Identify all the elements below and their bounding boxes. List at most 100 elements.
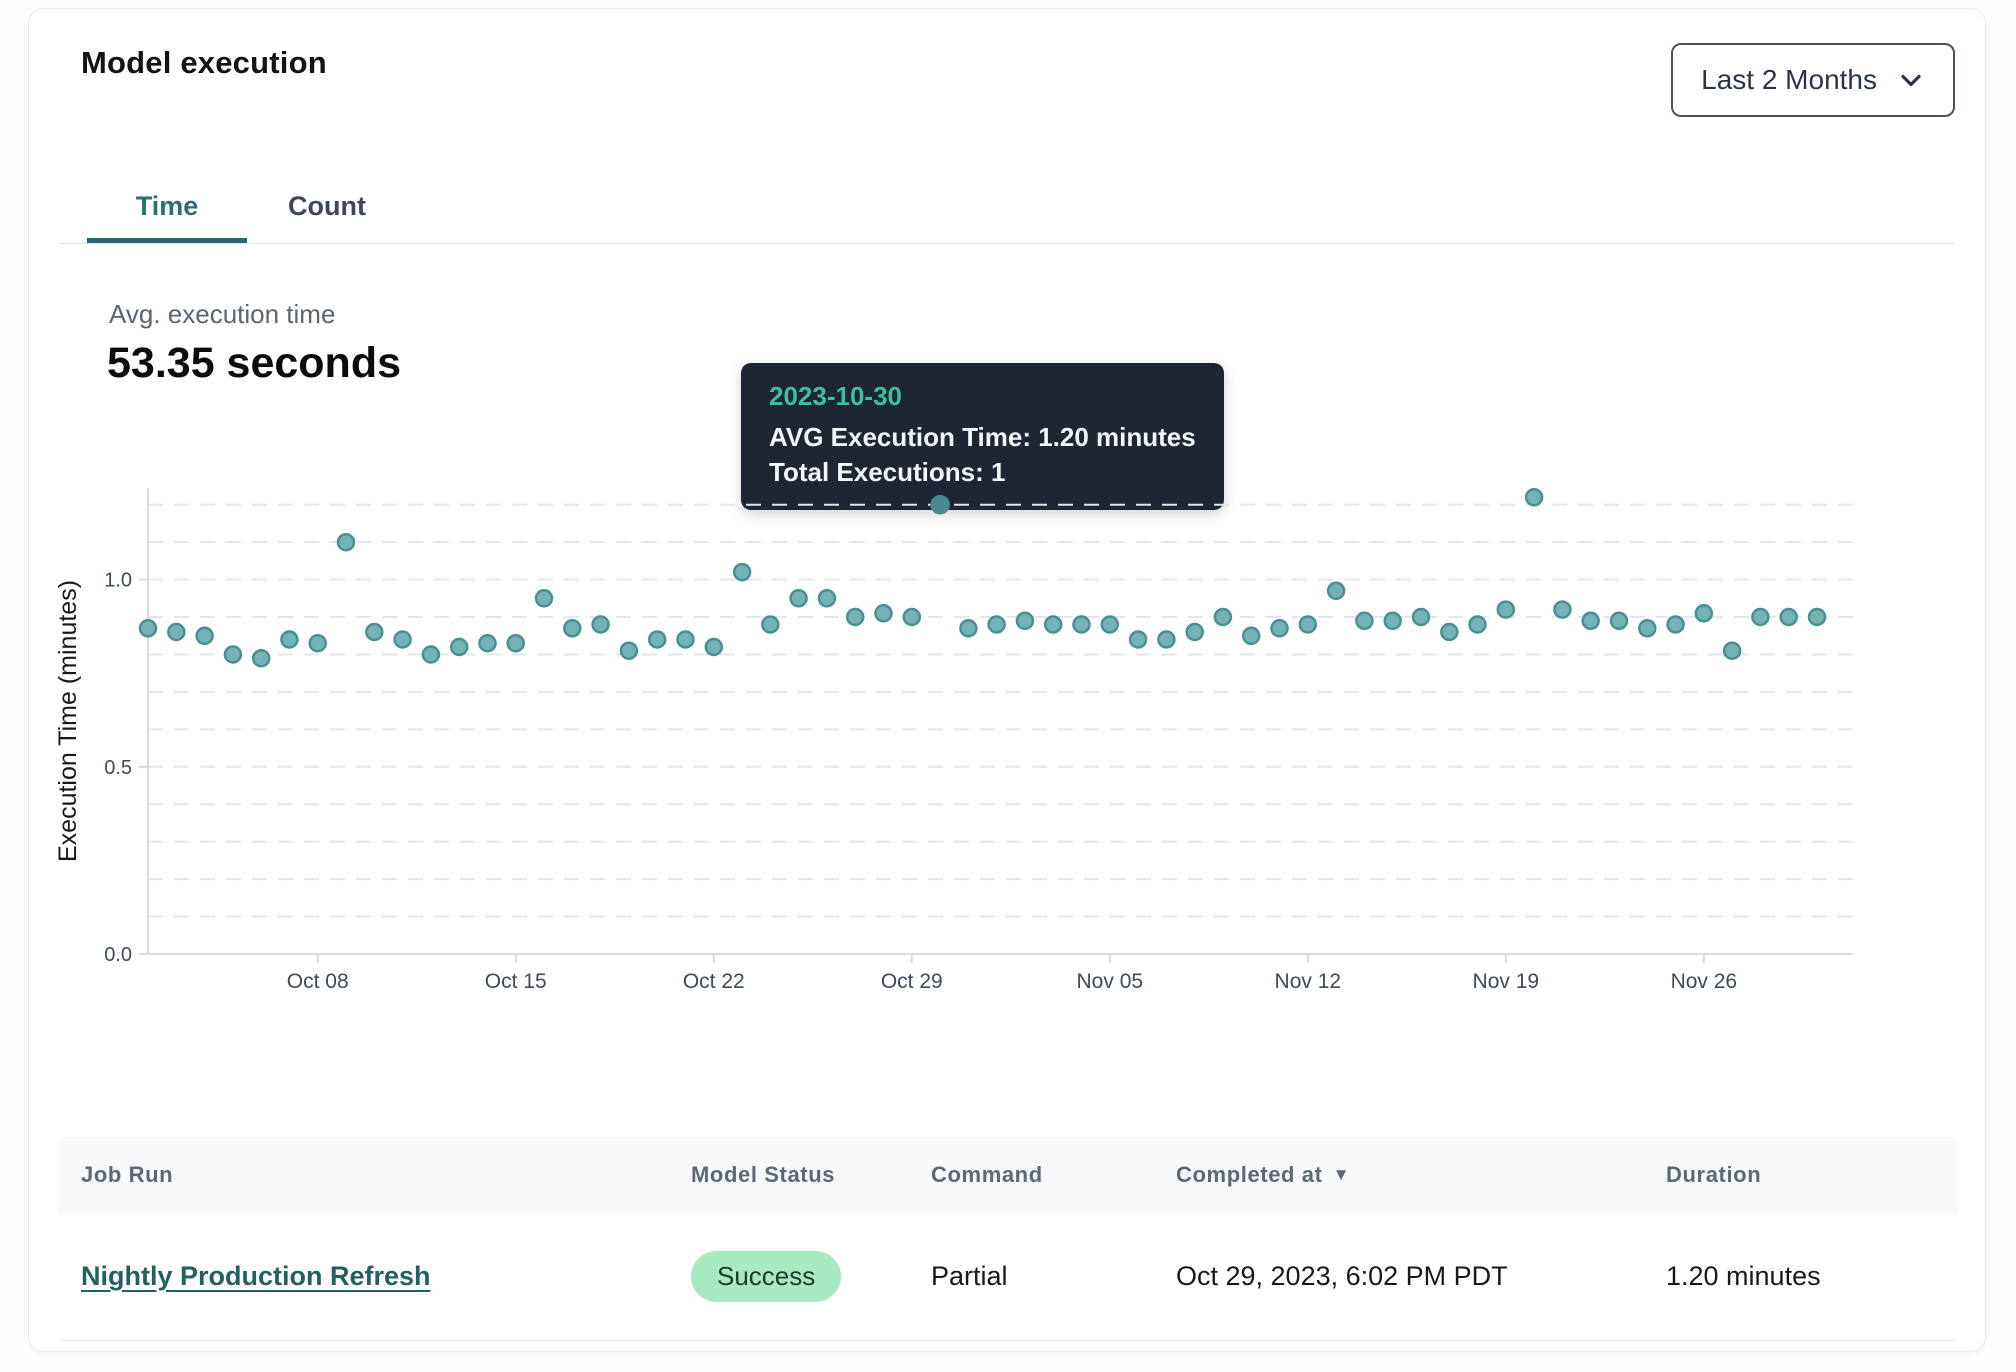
data-point[interactable] [1440, 622, 1459, 642]
data-point[interactable] [676, 630, 695, 649]
data-point[interactable] [1609, 611, 1629, 631]
data-point[interactable] [534, 589, 554, 608]
data-point[interactable] [1241, 626, 1261, 646]
page-title: Model execution [81, 45, 327, 80]
data-point[interactable] [789, 589, 808, 608]
status-badge: Success [691, 1251, 842, 1302]
data-point[interactable] [987, 615, 1006, 634]
table-header-row: Job Run Model Status Command Completed a… [59, 1137, 1957, 1213]
tab-time[interactable]: Time [87, 151, 247, 243]
data-point[interactable] [1524, 487, 1544, 507]
data-point[interactable] [1807, 607, 1827, 627]
data-point[interactable] [874, 604, 893, 623]
data-point[interactable] [1355, 611, 1374, 631]
data-point[interactable] [1411, 607, 1431, 627]
duration-cell: 1.20 minutes [1666, 1261, 1821, 1291]
data-point[interactable] [421, 645, 441, 664]
data-point[interactable] [365, 622, 384, 642]
data-point[interactable] [563, 619, 582, 638]
date-range-label: Last 2 Months [1701, 64, 1877, 95]
column-header-job-run[interactable]: Job Run [81, 1162, 174, 1187]
chart-tabs: Time Count [59, 151, 1955, 244]
x-tick-label: Oct 22 [683, 970, 745, 993]
table-row: Nightly Production Refresh Success Parti… [59, 1213, 1957, 1341]
data-point[interactable] [1015, 611, 1035, 631]
data-point[interactable] [1326, 581, 1346, 601]
data-point[interactable] [506, 633, 525, 653]
data-point[interactable] [1213, 607, 1233, 627]
tooltip-avg-execution-time: AVG Execution Time: 1.20 minutes [769, 422, 1196, 452]
completed-at-cell: Oct 29, 2023, 6:02 PM PDT [1176, 1261, 1508, 1291]
data-point[interactable] [647, 630, 667, 649]
data-point-selected[interactable] [930, 494, 950, 515]
job-run-link[interactable]: Nightly Production Refresh [81, 1261, 431, 1291]
data-point[interactable] [1638, 619, 1657, 638]
data-point[interactable] [1298, 615, 1318, 634]
data-point[interactable] [1383, 611, 1402, 631]
data-point[interactable] [1468, 615, 1487, 634]
data-point[interactable] [1666, 615, 1685, 634]
x-tick-label: Nov 26 [1671, 970, 1738, 993]
chart-area: 0.0 0.5 1.0 Oct 08 Oct 15 Oct 22 Oct 29 Nov 05 N… [51, 466, 1891, 1026]
data-point[interactable] [1722, 641, 1742, 660]
data-point[interactable] [959, 619, 978, 638]
data-point[interactable] [449, 637, 469, 657]
data-point[interactable] [251, 648, 271, 668]
tooltip-total-executions: Total Executions: 1 [769, 457, 1006, 488]
data-point[interactable] [1043, 615, 1063, 634]
data-point[interactable] [167, 622, 186, 642]
data-point[interactable] [1581, 611, 1600, 631]
column-header-model-status[interactable]: Model Status [691, 1162, 836, 1187]
data-point[interactable] [1072, 615, 1091, 634]
job-runs-table: Job Run Model Status Command Completed a… [59, 1137, 1957, 1341]
y-tick-label: 1.0 [104, 570, 132, 592]
x-tick-label: Nov 19 [1473, 970, 1540, 993]
data-point[interactable] [478, 633, 497, 653]
data-point[interactable] [1100, 615, 1120, 634]
data-point[interactable] [1553, 600, 1572, 619]
chart-tooltip: 2023-10-30 AVG Execution Time: 1.20 minu… [741, 363, 1224, 511]
column-header-completed-at[interactable]: Completed at ▼ [1176, 1162, 1350, 1187]
data-point[interactable] [280, 630, 299, 649]
date-range-dropdown[interactable]: Last 2 Months [1671, 43, 1955, 117]
data-point[interactable] [1779, 607, 1798, 627]
data-point[interactable] [1157, 630, 1176, 649]
x-tick-label: Nov 05 [1077, 970, 1144, 993]
data-point[interactable] [817, 589, 837, 608]
column-header-command[interactable]: Command [931, 1162, 1043, 1187]
data-point[interactable] [1270, 619, 1289, 638]
data-point[interactable] [845, 607, 865, 627]
data-point[interactable] [619, 641, 639, 660]
data-point[interactable] [902, 607, 922, 627]
data-point[interactable] [195, 626, 214, 646]
data-point[interactable] [1694, 604, 1714, 623]
x-tick-label: Oct 29 [881, 970, 943, 993]
x-tick-label: Oct 08 [287, 970, 349, 993]
data-point[interactable] [732, 562, 752, 582]
data-point[interactable] [1185, 622, 1204, 642]
data-point[interactable] [223, 645, 243, 664]
data-point[interactable] [336, 532, 356, 552]
tooltip-date: 2023-10-30 [769, 381, 902, 411]
x-tick-label: Nov 12 [1275, 970, 1342, 993]
data-point[interactable] [138, 619, 158, 638]
avg-execution-time-value: 53.35 seconds [107, 339, 402, 387]
tab-count[interactable]: Count [288, 191, 366, 221]
data-point[interactable] [1751, 607, 1770, 627]
data-point[interactable] [761, 615, 780, 634]
data-point[interactable] [1496, 600, 1516, 619]
model-execution-card: Model execution Last 2 Months Time Count… [28, 8, 1986, 1352]
data-point[interactable] [393, 630, 412, 649]
y-tick-label: 0.0 [104, 944, 132, 966]
y-axis-label: Execution Time (minutes) [54, 580, 82, 862]
execution-scatter-chart: 0.0 0.5 1.0 Oct 08 Oct 15 Oct 22 Oct 29 Nov 05 N… [54, 487, 1853, 993]
y-tick-label: 0.5 [104, 757, 132, 779]
data-point[interactable] [1128, 630, 1148, 649]
avg-execution-time-label: Avg. execution time [109, 299, 336, 329]
data-point[interactable] [591, 615, 610, 634]
data-point[interactable] [704, 637, 724, 657]
chevron-down-icon [1897, 66, 1925, 94]
column-header-duration[interactable]: Duration [1666, 1162, 1762, 1187]
sort-desc-icon: ▼ [1332, 1165, 1350, 1184]
data-point[interactable] [308, 633, 327, 653]
